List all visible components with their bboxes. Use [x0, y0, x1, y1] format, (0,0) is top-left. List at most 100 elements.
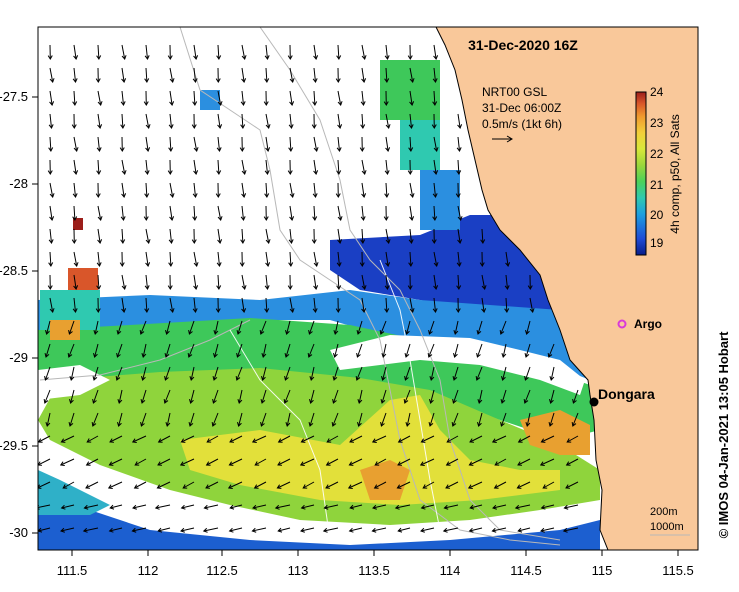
current-vector-head: [134, 461, 140, 466]
current-vector: [332, 412, 339, 427]
current-vector: [94, 320, 99, 335]
current-vector-head: [179, 461, 185, 466]
current-vector: [238, 412, 243, 427]
current-vector: [469, 458, 483, 466]
current-vector-head: [308, 399, 314, 404]
current-vector: [313, 44, 317, 60]
current-vector: [157, 458, 171, 466]
current-vector-head: [202, 527, 208, 533]
current-vector: [409, 251, 412, 267]
current-vector: [397, 481, 411, 489]
current-vector: [289, 182, 294, 198]
x-tick-label: 112: [138, 563, 159, 578]
current-vector-head: [228, 461, 234, 466]
current-vector-head: [397, 438, 403, 443]
current-vector-head: [192, 193, 198, 198]
current-vector: [44, 389, 51, 404]
current-vector: [254, 481, 267, 489]
current-vector: [121, 90, 124, 106]
current-vector: [97, 90, 102, 106]
current-vector-head: [68, 329, 73, 335]
current-vector: [397, 458, 411, 466]
current-vector: [182, 481, 195, 489]
current-vector: [265, 297, 268, 313]
current-vector-head: [361, 55, 367, 60]
current-vector-head: [121, 193, 127, 198]
current-vector-head: [355, 375, 361, 381]
current-vector-head: [71, 239, 77, 244]
current-vector-head: [332, 353, 338, 358]
current-vector: [109, 527, 123, 532]
current-vector: [121, 228, 124, 244]
current-vector-head: [307, 352, 313, 358]
current-vector-head: [312, 78, 318, 83]
current-vector: [44, 366, 51, 381]
current-vector-head: [169, 308, 175, 313]
current-vector: [193, 205, 196, 221]
current-vector-head: [335, 308, 341, 313]
current-vector-head: [476, 329, 482, 335]
current-vector-head: [475, 375, 481, 381]
current-vector: [212, 412, 219, 427]
current-vector: [550, 366, 555, 381]
current-vector: [140, 412, 147, 427]
current-vector-head: [373, 484, 379, 489]
current-vector-head: [289, 193, 295, 198]
current-vector: [155, 504, 171, 509]
current-vector: [190, 389, 195, 404]
current-vector-head: [187, 352, 193, 358]
current-vector-head: [289, 78, 295, 83]
current-vector: [324, 504, 339, 509]
plot-frame: [37, 26, 699, 551]
current-vector: [38, 458, 51, 466]
current-vector-head: [167, 55, 173, 60]
current-vector: [169, 90, 173, 106]
current-vector: [517, 481, 531, 489]
current-vector-head: [481, 308, 487, 313]
current-vector: [541, 435, 555, 443]
current-vector: [337, 205, 342, 221]
current-vector: [372, 504, 387, 509]
current-vector-head: [491, 438, 497, 443]
current-vector-head: [336, 262, 342, 267]
current-vector-head: [403, 398, 409, 404]
current-vector-head: [405, 422, 411, 427]
current-vector: [452, 389, 459, 404]
current-vector: [49, 90, 53, 106]
current-vector: [433, 67, 436, 83]
current-vector-head: [429, 376, 435, 381]
current-vector-head: [38, 484, 42, 489]
current-vector: [308, 343, 315, 358]
current-vector: [252, 504, 267, 509]
current-vector-head: [361, 193, 367, 198]
current-vector: [45, 343, 51, 358]
current-vector-head: [348, 527, 354, 533]
current-vector-head: [169, 78, 175, 83]
current-vector: [61, 435, 75, 443]
current-vector: [189, 412, 195, 427]
current-vector: [478, 389, 483, 404]
current-vector-head: [501, 353, 507, 358]
current-vector: [49, 205, 53, 221]
current-vector-head: [139, 329, 145, 335]
current-vector-head: [380, 376, 386, 381]
current-vector: [563, 527, 579, 532]
current-vector-head: [384, 308, 390, 313]
current-vector-head: [96, 170, 102, 175]
current-vector-head: [49, 308, 55, 313]
current-vector-head: [164, 352, 170, 358]
current-vector: [252, 527, 267, 532]
current-vector-head: [500, 398, 506, 404]
current-vector-head: [131, 527, 137, 533]
current-vector: [278, 435, 291, 443]
current-vector: [121, 159, 126, 175]
y-tick-label: -28: [9, 176, 28, 191]
current-vector: [433, 90, 436, 106]
current-vector-head: [284, 330, 290, 335]
current-vector-head: [409, 308, 415, 313]
current-vector-head: [213, 330, 219, 335]
current-vector: [260, 320, 267, 335]
current-vector: [381, 389, 387, 404]
land-mass: [435, 27, 698, 550]
